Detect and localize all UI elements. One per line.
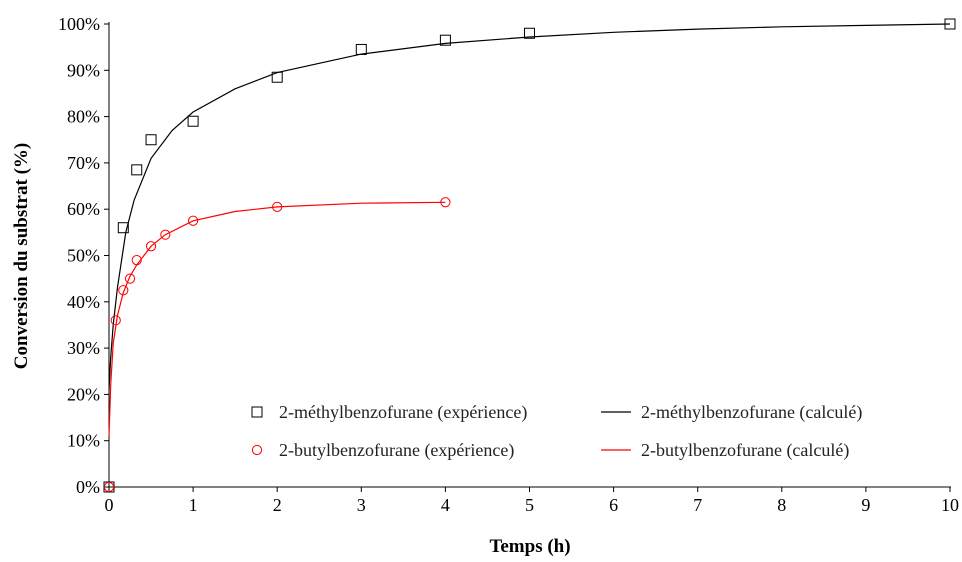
data-point-square bbox=[117, 222, 129, 234]
tick-labels: 0% 10% 20% 30% 40% 50% 60% 70% 80% 90% 100% 0 1 2 3 4 5 6… bbox=[58, 14, 959, 515]
legend-marker-square bbox=[251, 406, 263, 418]
y-tick-label: 60% bbox=[67, 199, 100, 219]
y-tick-label: 50% bbox=[67, 246, 100, 266]
y-tick-label: 90% bbox=[67, 60, 100, 80]
data-point-square bbox=[355, 43, 367, 55]
data-point-circle bbox=[131, 255, 142, 266]
series-line-3 bbox=[108, 201, 446, 437]
x-tick-label: 3 bbox=[357, 495, 366, 515]
series-line-1 bbox=[108, 23, 951, 390]
x-tick-label: 5 bbox=[525, 495, 534, 515]
x-tick-label: 10 bbox=[941, 495, 959, 515]
data-point-circle bbox=[124, 273, 136, 284]
x-tick-label: 0 bbox=[105, 495, 114, 515]
data-point-circle bbox=[103, 481, 115, 493]
y-tick-label: 0% bbox=[76, 477, 100, 497]
x-tick-label: 4 bbox=[441, 495, 450, 515]
x-axis-title: Temps (h) bbox=[489, 536, 570, 557]
y-tick-label: 10% bbox=[67, 431, 100, 451]
series-lines bbox=[108, 23, 951, 437]
data-point-square bbox=[439, 34, 451, 46]
data-point-circle bbox=[110, 315, 121, 326]
legend-marker-circle bbox=[251, 444, 263, 456]
x-tick-label: 8 bbox=[777, 495, 786, 515]
legend: 2-méthylbenzofurane (expérience) 2-méthyl… bbox=[251, 402, 862, 461]
x-tick-label: 1 bbox=[189, 495, 198, 515]
data-point-circle bbox=[160, 229, 171, 240]
data-point-circle bbox=[118, 285, 129, 296]
y-tick-label: 40% bbox=[67, 292, 100, 312]
legend-label-3: 2-butylbenzofurane (calculé) bbox=[641, 440, 849, 461]
y-tick-label: 100% bbox=[58, 14, 100, 34]
data-point-square bbox=[145, 134, 157, 146]
x-tick-label: 2 bbox=[273, 495, 282, 515]
y-tick-label: 70% bbox=[67, 153, 100, 173]
axes bbox=[104, 22, 951, 492]
data-point-circle bbox=[440, 197, 451, 208]
data-point-circle bbox=[272, 201, 283, 212]
data-point-circle bbox=[145, 241, 157, 252]
x-tick-label: 6 bbox=[609, 495, 618, 515]
data-point-square bbox=[524, 27, 535, 39]
data-point-square bbox=[187, 115, 199, 127]
x-tick-label: 9 bbox=[861, 495, 870, 515]
y-axis-title: Conversion du substrat (%) bbox=[11, 143, 32, 369]
data-point-square bbox=[271, 71, 283, 83]
y-tick-label: 20% bbox=[67, 384, 100, 404]
y-tick-label: 80% bbox=[67, 107, 100, 127]
x-tick-label: 7 bbox=[693, 495, 702, 515]
data-point-square bbox=[131, 164, 143, 176]
data-point-circle bbox=[188, 215, 199, 226]
legend-label-0: 2-méthylbenzofurane (expérience) bbox=[279, 402, 527, 423]
legend-label-2: 2-butylbenzofurane (expérience) bbox=[279, 440, 514, 461]
y-tick-label: 30% bbox=[67, 338, 100, 358]
data-point-square bbox=[944, 18, 956, 30]
legend-label-1: 2-méthylbenzofurane (calculé) bbox=[641, 402, 862, 423]
series-markers bbox=[103, 18, 956, 493]
